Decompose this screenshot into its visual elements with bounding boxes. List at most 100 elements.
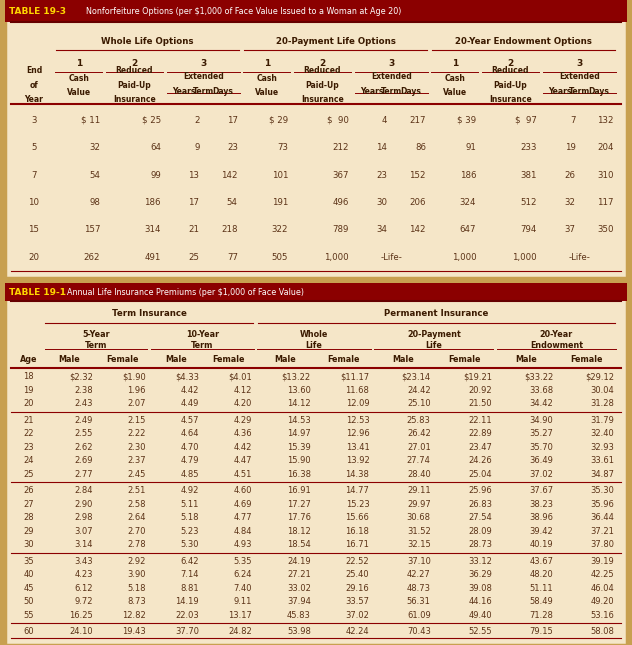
Text: 33.02: 33.02 bbox=[287, 584, 311, 593]
Text: 34.42: 34.42 bbox=[530, 399, 553, 408]
Text: 54: 54 bbox=[89, 171, 100, 180]
Text: 4.42: 4.42 bbox=[181, 386, 199, 395]
Text: Nonforfeiture Options (per $1,000 of Face Value Issued to a Woman at Age 20): Nonforfeiture Options (per $1,000 of Fac… bbox=[86, 6, 401, 15]
Text: 218: 218 bbox=[221, 226, 238, 235]
Text: 8.73: 8.73 bbox=[127, 597, 146, 606]
Text: 33.57: 33.57 bbox=[346, 597, 369, 606]
Text: 36.44: 36.44 bbox=[591, 513, 614, 522]
Text: 23: 23 bbox=[23, 442, 34, 451]
Text: -Life-: -Life- bbox=[568, 253, 590, 262]
Text: 35.30: 35.30 bbox=[591, 486, 614, 495]
Text: 16.91: 16.91 bbox=[287, 486, 311, 495]
Text: 17: 17 bbox=[227, 116, 238, 125]
Text: 4.70: 4.70 bbox=[181, 442, 199, 451]
Text: Years: Years bbox=[360, 87, 384, 96]
Text: 20: 20 bbox=[23, 399, 34, 408]
Text: 16.38: 16.38 bbox=[287, 470, 311, 479]
Text: 31.52: 31.52 bbox=[407, 527, 430, 536]
Text: Term: Term bbox=[569, 87, 590, 96]
Text: 53.98: 53.98 bbox=[287, 627, 311, 636]
Text: 206: 206 bbox=[410, 198, 426, 207]
Text: 117: 117 bbox=[597, 198, 614, 207]
Text: 9.72: 9.72 bbox=[75, 597, 93, 606]
Text: 2.84: 2.84 bbox=[75, 486, 93, 495]
Text: 2.58: 2.58 bbox=[128, 500, 146, 509]
Text: 314: 314 bbox=[144, 226, 161, 235]
Text: 77: 77 bbox=[227, 253, 238, 262]
Text: 28.73: 28.73 bbox=[468, 541, 492, 550]
Text: $13.22: $13.22 bbox=[282, 372, 311, 381]
Text: 2: 2 bbox=[319, 59, 325, 68]
Text: 10: 10 bbox=[28, 198, 39, 207]
Text: 142: 142 bbox=[221, 171, 238, 180]
Text: 4.79: 4.79 bbox=[181, 456, 199, 465]
Text: Female: Female bbox=[327, 355, 360, 364]
Text: 23.47: 23.47 bbox=[468, 442, 492, 451]
Text: $  97: $ 97 bbox=[515, 116, 537, 125]
Text: 29.11: 29.11 bbox=[407, 486, 430, 495]
Text: 381: 381 bbox=[520, 171, 537, 180]
Text: 42.25: 42.25 bbox=[591, 570, 614, 579]
Text: 20-Year: 20-Year bbox=[540, 330, 573, 339]
Text: 22.52: 22.52 bbox=[346, 557, 369, 566]
Text: 14: 14 bbox=[377, 143, 387, 152]
Text: 29: 29 bbox=[23, 527, 34, 536]
Text: Annual Life Insurance Premiums (per $1,000 of Face Value): Annual Life Insurance Premiums (per $1,0… bbox=[67, 288, 304, 297]
Text: Term: Term bbox=[191, 341, 214, 350]
Text: Life: Life bbox=[305, 341, 322, 350]
Text: 35.70: 35.70 bbox=[530, 442, 553, 451]
Text: 2.22: 2.22 bbox=[128, 429, 146, 438]
Text: 4.77: 4.77 bbox=[234, 513, 252, 522]
Text: 496: 496 bbox=[332, 198, 349, 207]
Text: $ 11: $ 11 bbox=[81, 116, 100, 125]
Text: 27: 27 bbox=[23, 500, 34, 509]
Text: 38.23: 38.23 bbox=[529, 500, 553, 509]
Text: 24.42: 24.42 bbox=[407, 386, 430, 395]
Text: 186: 186 bbox=[144, 198, 161, 207]
Text: Extended: Extended bbox=[371, 72, 411, 81]
Text: 71.28: 71.28 bbox=[530, 611, 553, 620]
Text: Years: Years bbox=[172, 87, 195, 96]
Text: 2.07: 2.07 bbox=[128, 399, 146, 408]
Text: 30: 30 bbox=[23, 541, 34, 550]
Text: 18.12: 18.12 bbox=[287, 527, 311, 536]
Text: 1,000: 1,000 bbox=[452, 253, 477, 262]
Text: 24.26: 24.26 bbox=[468, 456, 492, 465]
Text: 27.21: 27.21 bbox=[287, 570, 311, 579]
Text: 8.81: 8.81 bbox=[181, 584, 199, 593]
Text: 14.77: 14.77 bbox=[346, 486, 369, 495]
Text: 647: 647 bbox=[459, 226, 477, 235]
Text: 33.61: 33.61 bbox=[590, 456, 614, 465]
Text: Extended: Extended bbox=[183, 72, 224, 81]
Text: 6.42: 6.42 bbox=[181, 557, 199, 566]
Text: 4.29: 4.29 bbox=[234, 415, 252, 424]
Text: $33.22: $33.22 bbox=[524, 372, 553, 381]
Text: 61.09: 61.09 bbox=[407, 611, 430, 620]
Text: 23: 23 bbox=[227, 143, 238, 152]
Text: End: End bbox=[26, 66, 42, 75]
Text: $11.17: $11.17 bbox=[340, 372, 369, 381]
Text: 4.92: 4.92 bbox=[181, 486, 199, 495]
Text: $  90: $ 90 bbox=[327, 116, 349, 125]
Text: 22.03: 22.03 bbox=[176, 611, 199, 620]
Text: 4.49: 4.49 bbox=[181, 399, 199, 408]
Text: 789: 789 bbox=[332, 226, 349, 235]
Text: 2.78: 2.78 bbox=[128, 541, 146, 550]
Text: 25: 25 bbox=[188, 253, 199, 262]
Text: 32.40: 32.40 bbox=[591, 429, 614, 438]
Text: Cash: Cash bbox=[257, 74, 277, 83]
Text: 350: 350 bbox=[597, 226, 614, 235]
Text: 86: 86 bbox=[415, 143, 426, 152]
Text: 1: 1 bbox=[76, 59, 82, 68]
Text: 4.69: 4.69 bbox=[234, 500, 252, 509]
Text: Days: Days bbox=[588, 87, 609, 96]
Text: 2.77: 2.77 bbox=[75, 470, 93, 479]
Text: 4.84: 4.84 bbox=[234, 527, 252, 536]
Text: 32.15: 32.15 bbox=[407, 541, 430, 550]
Text: 37.21: 37.21 bbox=[591, 527, 614, 536]
Text: 5.18: 5.18 bbox=[181, 513, 199, 522]
Text: Paid-Up: Paid-Up bbox=[494, 81, 527, 90]
Text: 15.23: 15.23 bbox=[346, 500, 369, 509]
Text: 37.80: 37.80 bbox=[590, 541, 614, 550]
Text: 27.74: 27.74 bbox=[407, 456, 430, 465]
